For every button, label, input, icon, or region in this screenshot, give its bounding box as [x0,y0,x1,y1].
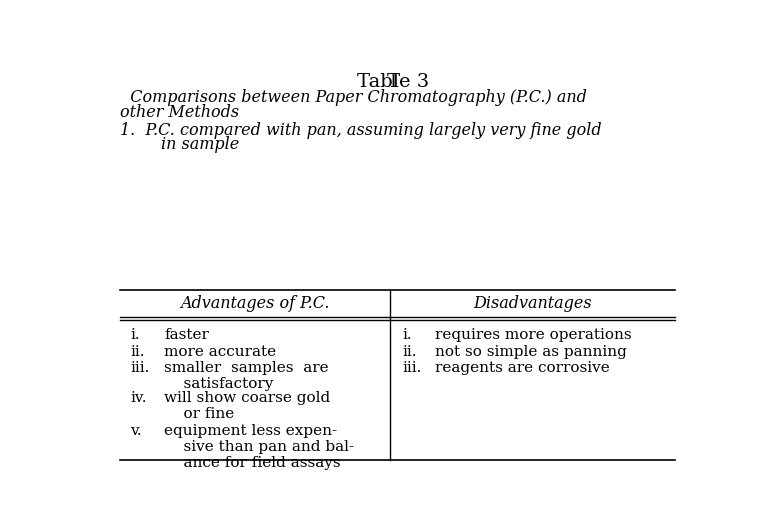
Text: equipment less expen-
    sive than pan and bal-
    ance for field assays: equipment less expen- sive than pan and … [164,423,354,470]
Text: more accurate: more accurate [164,345,276,359]
Text: i.: i. [402,328,412,342]
Text: will show coarse gold
    or fine: will show coarse gold or fine [164,391,331,421]
Text: in sample: in sample [120,136,239,153]
Text: v.: v. [130,423,142,438]
Text: Comparisons between Paper Chromatography (P.C.) and: Comparisons between Paper Chromatography… [120,89,587,106]
Text: 1.  P.C. compared with pan, assuming largely very fine gold: 1. P.C. compared with pan, assuming larg… [120,122,601,139]
Text: T: T [387,73,400,91]
Text: iii.: iii. [402,361,421,375]
Text: reagents are corrosive: reagents are corrosive [435,361,610,375]
Text: faster: faster [164,328,209,342]
Text: Advantages of P.C.: Advantages of P.C. [180,295,330,311]
Text: Table 3: Table 3 [357,73,430,91]
Text: ii.: ii. [402,345,416,359]
Text: iv.: iv. [130,391,146,405]
Text: not so simple as panning: not so simple as panning [435,345,627,359]
Text: smaller  samples  are
    satisfactory: smaller samples are satisfactory [164,361,329,391]
Text: iii.: iii. [130,361,150,375]
Text: i.: i. [130,328,140,342]
Text: Disadvantages: Disadvantages [473,295,592,311]
Text: ii.: ii. [130,345,145,359]
Text: other Methods: other Methods [120,104,239,120]
Text: requires more operations: requires more operations [435,328,631,342]
